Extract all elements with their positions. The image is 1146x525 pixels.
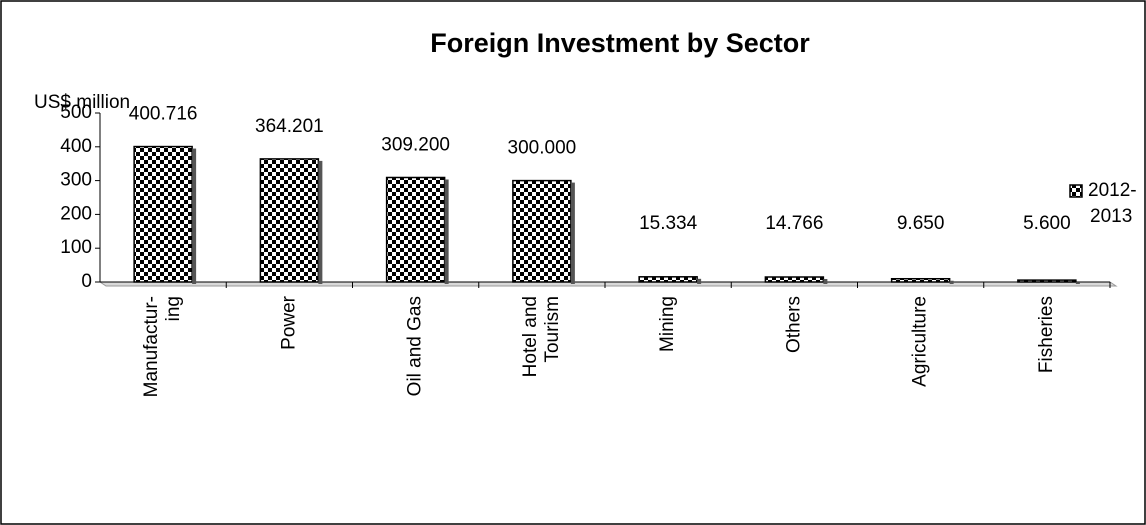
y-tick-label: 300 — [60, 170, 92, 191]
y-axis-label: US$ million — [34, 92, 130, 113]
x-tick-label: Power — [278, 295, 299, 350]
bar-side — [318, 160, 323, 284]
x-tick-label: Oil and Gas — [405, 296, 426, 396]
data-label: 364.201 — [255, 116, 324, 137]
bar — [764, 276, 825, 283]
x-tick-label: Agriculture — [910, 296, 931, 387]
floor — [98, 281, 1118, 287]
data-label: 400.716 — [129, 104, 198, 125]
bar-side — [949, 280, 954, 284]
bar-side — [1075, 282, 1080, 284]
y-tick-label: 0 — [81, 271, 92, 292]
data-label: 9.650 — [897, 213, 945, 234]
bar-side — [823, 279, 828, 284]
x-tick-label: Fisheries — [1036, 296, 1057, 373]
bar-side — [444, 179, 449, 284]
bar — [133, 145, 193, 283]
bar — [890, 277, 951, 283]
x-tick-label: Hotel andTourism — [520, 296, 563, 377]
data-label: 5.600 — [1023, 213, 1071, 234]
bar — [638, 276, 698, 283]
y-tick-label: 400 — [60, 136, 92, 157]
y-tick-label: 200 — [60, 203, 92, 224]
chart-title: Foreign Investment by Sector — [430, 28, 810, 58]
legend-label: 2012-2013 — [1088, 180, 1137, 227]
bar-side — [192, 148, 197, 284]
bar — [512, 179, 572, 283]
data-label: 14.766 — [765, 213, 823, 234]
y-tick-label: 100 — [60, 237, 92, 258]
data-label: 300.000 — [508, 138, 577, 159]
data-label: 309.200 — [381, 135, 450, 156]
y-tick-label: 500 — [60, 102, 92, 123]
x-tick-label: Mining — [657, 296, 678, 352]
bar — [259, 158, 320, 283]
x-tick-label: Others — [783, 296, 804, 353]
bar-side — [570, 182, 575, 284]
data-label: 15.334 — [639, 213, 698, 234]
bar — [1017, 279, 1077, 283]
bar-side — [697, 278, 702, 284]
legend-swatch — [1069, 184, 1083, 198]
x-tick-label: Manufactur-ing — [141, 296, 184, 397]
bar — [385, 176, 446, 283]
